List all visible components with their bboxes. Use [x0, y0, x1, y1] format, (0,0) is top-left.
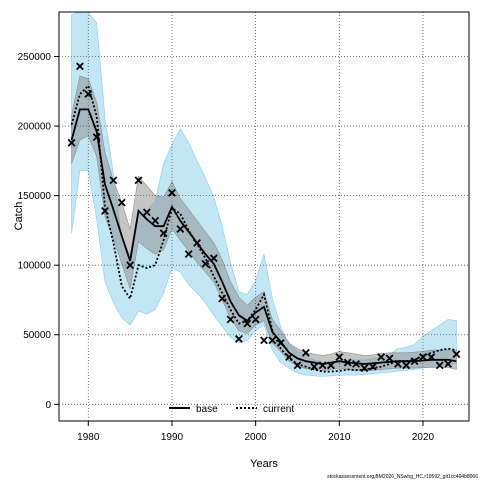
observed-point-1999: [243, 319, 252, 328]
x-tick-label-2010: 2010: [328, 432, 351, 443]
observed-point-1990: [168, 188, 176, 197]
x-tick-label-1980: 1980: [77, 432, 100, 443]
legend-base-label: base: [196, 404, 218, 415]
x-tick-label-2020: 2020: [412, 432, 435, 443]
y-tick-label-150000: 150000: [18, 191, 52, 202]
observed-point-2006: [301, 348, 310, 357]
observed-point-1982: [101, 206, 109, 215]
y-tick-label-100000: 100000: [18, 261, 52, 272]
observed-point-2012: [352, 360, 360, 368]
observed-point-1989: [159, 229, 168, 238]
observed-point-1983: [109, 176, 118, 185]
observed-point-1985: [126, 261, 135, 270]
observed-point-2009: [327, 361, 335, 370]
observed-point-2013: [360, 364, 369, 373]
observed-point-1978: [67, 138, 76, 147]
observed-point-2008: [318, 361, 327, 370]
y-axis-title: Catch: [13, 202, 25, 231]
observed-point-2005: [293, 361, 302, 370]
observed-point-2014: [368, 362, 377, 371]
observed-point-2002: [268, 336, 277, 345]
observed-points: [67, 62, 461, 373]
observed-point-1998: [234, 334, 243, 343]
y-tick-label-250000: 250000: [18, 52, 52, 63]
observed-point-2022: [435, 361, 444, 370]
observed-point-2004: [285, 353, 294, 361]
current-line: [70, 83, 457, 373]
observed-point-1992: [184, 250, 193, 258]
x-axis-title: Years: [250, 458, 278, 470]
axis-ticks: 1980 1990 2000 2010 2020 0 50000 100000 150000 20…: [18, 52, 435, 443]
observed-point-1991: [176, 225, 185, 233]
observed-point-2018: [402, 361, 411, 370]
observed-point-2019: [410, 357, 419, 366]
observed-point-1986: [134, 176, 143, 185]
observed-point-1981: [92, 133, 101, 142]
footer-note: stockassessment.org,BM2026_NSwhg_HC,r195…: [327, 474, 478, 480]
observed-point-1993: [193, 238, 201, 247]
observed-point-2000: [251, 315, 260, 324]
y-tick-label-0: 0: [45, 400, 51, 411]
observed-point-2010: [335, 353, 344, 361]
observed-point-1988: [151, 216, 160, 225]
observed-point-1980: [84, 90, 93, 99]
observed-point-1997: [226, 315, 235, 324]
legend-current-label: current: [263, 404, 294, 415]
observed-point-2016: [385, 354, 394, 363]
x-tick-label-1990: 1990: [161, 432, 184, 443]
x-tick-label-2000: 2000: [245, 432, 268, 443]
confidence-bands: [71, 11, 457, 377]
observed-point-1994: [201, 259, 210, 268]
observed-point-2023: [444, 360, 453, 368]
observed-point-1987: [142, 208, 151, 217]
observed-point-2011: [343, 358, 352, 367]
y-tick-label-50000: 50000: [23, 330, 51, 341]
observed-point-2007: [310, 362, 319, 371]
observed-point-2003: [276, 339, 285, 348]
observed-point-1996: [218, 294, 227, 303]
grid-lines: [59, 12, 469, 421]
legend: base current: [169, 404, 294, 415]
observed-point-1995: [209, 254, 218, 263]
observed-point-1984: [117, 198, 126, 207]
observed-point-2024: [452, 350, 461, 359]
observed-point-2001: [260, 336, 268, 345]
observed-point-1979: [75, 62, 84, 71]
observed-point-2021: [427, 353, 436, 361]
observed-point-2017: [393, 360, 402, 368]
observed-point-2015: [377, 353, 386, 361]
current-confidence-band: [71, 11, 457, 377]
y-tick-label-200000: 200000: [18, 122, 52, 133]
plot-frame: [58, 11, 470, 422]
observed-point-2020: [419, 353, 427, 361]
base-confidence-band: [71, 75, 457, 372]
